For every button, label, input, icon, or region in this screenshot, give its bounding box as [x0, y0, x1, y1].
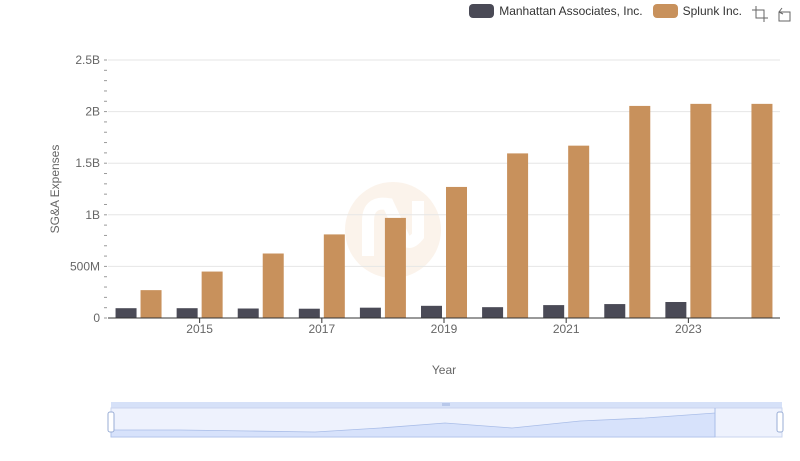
y-tick-label: 1B	[85, 208, 100, 222]
bar-splunk-2017	[323, 234, 345, 318]
bar-manhattan-2019	[421, 305, 442, 318]
y-tick-label: 2.5B	[75, 53, 100, 67]
bar-splunk-2022	[629, 105, 651, 318]
x-tick-label: 2019	[431, 322, 458, 336]
x-axis-ticks: 2015 2017 2019 2021 2023	[186, 318, 702, 336]
chart-legend: Manhattan Associates, Inc. Splunk Inc.	[469, 4, 742, 18]
bar-splunk-2023	[690, 103, 712, 318]
y-axis-title: SG&A Expenses	[48, 145, 62, 234]
chart-toolbox	[752, 6, 792, 22]
y-tick-label: 2B	[85, 105, 100, 119]
legend-swatch-splunk	[652, 4, 678, 18]
legend-item-manhattan[interactable]: Manhattan Associates, Inc.	[469, 4, 643, 18]
y-axis-ticks: 0 500M 1B 1.5B 2B 2.5B	[70, 53, 100, 325]
bar-splunk-2024	[751, 103, 773, 318]
bar-manhattan-2018	[359, 307, 381, 318]
bar-splunk-2015	[201, 271, 223, 318]
x-tick-label: 2017	[308, 322, 335, 336]
restore-icon[interactable]	[776, 6, 792, 22]
x-tick-label: 2023	[675, 322, 702, 336]
slider-handle-right[interactable]	[776, 411, 784, 433]
bar-splunk-2014	[140, 290, 162, 318]
bar-manhattan-2014	[115, 308, 137, 318]
bar-manhattan-2015	[176, 308, 198, 318]
legend-item-splunk[interactable]: Splunk Inc.	[652, 4, 742, 18]
bar-splunk-2019	[446, 186, 467, 318]
grid-lines	[108, 59, 780, 267]
legend-swatch-manhattan	[469, 4, 495, 18]
bar-splunk-2018	[384, 217, 406, 318]
data-zoom-slider[interactable]	[107, 402, 784, 438]
slider-handle-left[interactable]	[107, 411, 115, 433]
bar-manhattan-2017	[298, 308, 320, 318]
slider-move-handle[interactable]	[442, 403, 450, 406]
bar-manhattan-2021	[543, 305, 565, 318]
bar-manhattan-2016	[237, 308, 259, 318]
y-tick-label: 500M	[70, 259, 100, 273]
y-tick-label: 1.5B	[75, 156, 100, 170]
legend-label-splunk: Splunk Inc.	[682, 4, 742, 18]
bar-manhattan-2023	[665, 302, 687, 318]
y-tick-label: 0	[93, 311, 100, 325]
x-tick-label: 2021	[553, 322, 580, 336]
bar-splunk-2020	[507, 153, 529, 318]
bar-manhattan-2022	[604, 304, 626, 318]
bars	[115, 103, 773, 318]
bar-splunk-2016	[262, 253, 284, 318]
x-tick-label: 2015	[186, 322, 213, 336]
x-axis-title: Year	[432, 363, 456, 377]
zoom-icon[interactable]	[752, 6, 768, 22]
legend-label-manhattan: Manhattan Associates, Inc.	[499, 4, 643, 18]
y-minor-ticks	[104, 59, 107, 319]
bar-splunk-2021	[568, 145, 590, 318]
bar-manhattan-2020	[482, 307, 504, 318]
